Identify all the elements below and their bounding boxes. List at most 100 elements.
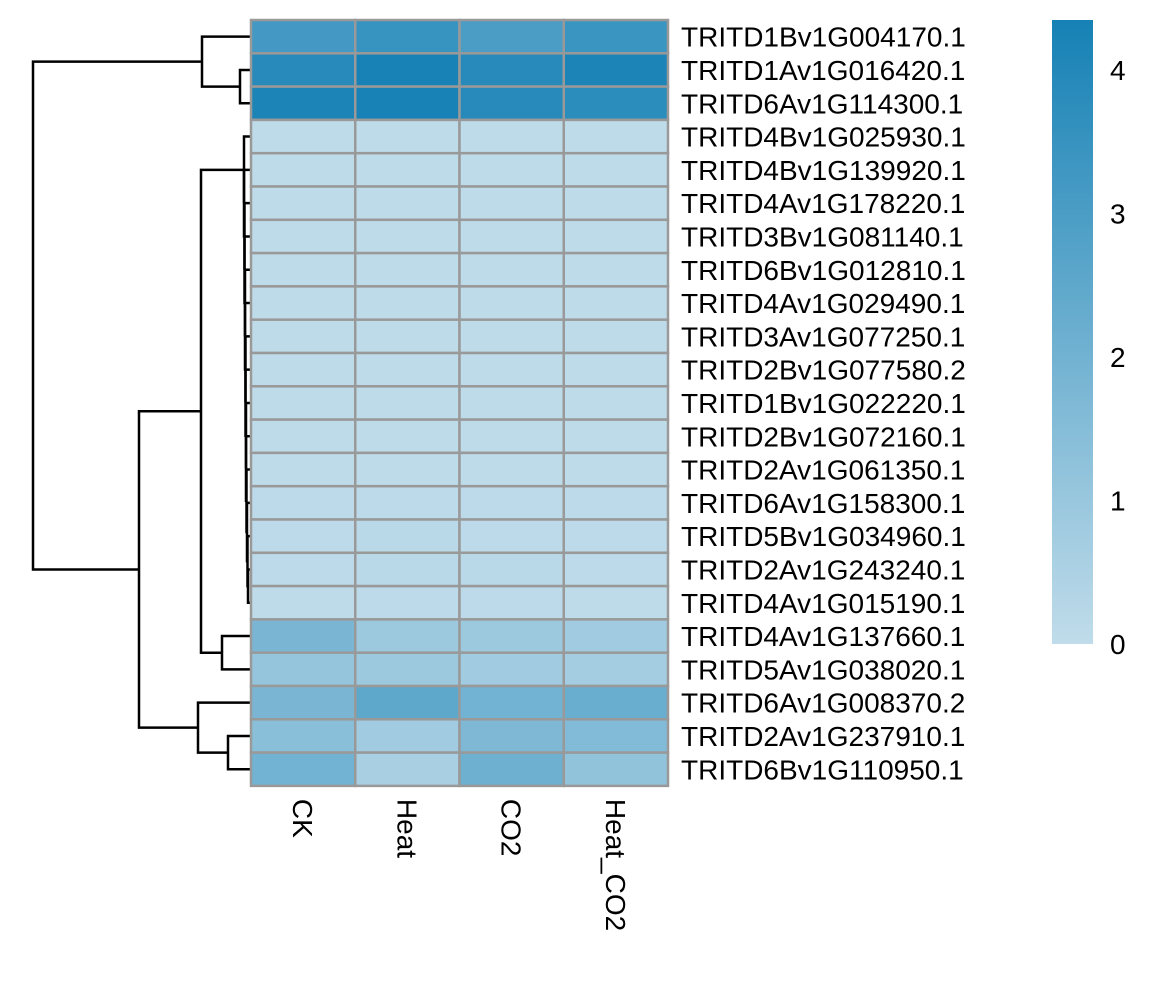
dendrogram-branch bbox=[242, 135, 250, 204]
row-label: TRITD4Av1G178220.1 bbox=[681, 188, 965, 219]
heatmap-cell bbox=[354, 718, 461, 754]
row-label: TRITD6Av1G114300.1 bbox=[681, 88, 963, 119]
row-labels: TRITD1Bv1G004170.1TRITD1Av1G016420.1TRIT… bbox=[681, 22, 966, 786]
dendrogram-branch bbox=[244, 368, 250, 437]
dendrogram-branch bbox=[196, 701, 250, 754]
row-label: TRITD4Av1G137660.1 bbox=[681, 621, 965, 652]
colorbar-gradient bbox=[1052, 20, 1093, 644]
heatmap-cells bbox=[249, 18, 670, 788]
heatmap-cell bbox=[562, 551, 670, 588]
dendrogram-branch bbox=[244, 435, 250, 503]
row-label: TRITD5Bv1G034960.1 bbox=[681, 521, 966, 552]
heatmap-cell bbox=[458, 318, 565, 355]
heatmap-cell bbox=[562, 751, 670, 788]
heatmap-cell bbox=[354, 751, 461, 788]
row-label: TRITD2Bv1G072160.1 bbox=[681, 421, 966, 452]
heatmap-cell bbox=[458, 751, 565, 788]
row-dendrogram bbox=[31, 35, 250, 771]
dendrogram-branch bbox=[31, 60, 202, 571]
heatmap-cell bbox=[354, 418, 461, 455]
heatmap-cell bbox=[458, 18, 565, 55]
heatmap-cell bbox=[458, 118, 565, 155]
heatmap-cell bbox=[249, 718, 357, 754]
heatmap-cell bbox=[562, 318, 670, 355]
heatmap-cell bbox=[562, 618, 670, 654]
heatmap-cell bbox=[249, 618, 357, 654]
heatmap-cell bbox=[562, 185, 670, 222]
row-label: TRITD1Bv1G004170.1 bbox=[681, 22, 966, 53]
heatmap-cell bbox=[562, 451, 670, 488]
dendrogram-branch bbox=[220, 634, 250, 671]
heatmap-cell bbox=[249, 651, 357, 688]
heatmap-cell bbox=[458, 718, 565, 754]
heatmap-cell bbox=[249, 551, 357, 588]
heatmap-cell bbox=[458, 618, 565, 654]
heatmap-cell bbox=[458, 285, 565, 321]
heatmap-cell bbox=[562, 351, 670, 388]
heatmap-cell bbox=[354, 351, 461, 388]
heatmap-cell bbox=[562, 251, 670, 288]
dendrogram-branch bbox=[199, 168, 244, 654]
row-label: TRITD3Av1G077250.1 bbox=[681, 321, 965, 352]
colorbar-tick-label: 1 bbox=[1110, 486, 1126, 517]
heatmap-cell bbox=[458, 584, 565, 621]
dendrogram-branch bbox=[226, 734, 250, 771]
colorbar-tick-label: 0 bbox=[1110, 629, 1126, 660]
dendrogram-branch bbox=[243, 301, 250, 371]
heatmap-cell bbox=[354, 551, 461, 588]
heatmap-cell bbox=[249, 584, 357, 621]
heatmap-cell bbox=[354, 484, 461, 521]
heatmap-cell bbox=[354, 218, 461, 255]
heatmap-cell bbox=[562, 118, 670, 155]
heatmap-cell bbox=[562, 218, 670, 255]
heatmap-cell bbox=[458, 85, 565, 122]
row-label: TRITD2Av1G061350.1 bbox=[681, 455, 965, 486]
heatmap-cell bbox=[249, 385, 357, 421]
heatmap-cell bbox=[249, 118, 357, 155]
heatmap-cell bbox=[354, 318, 461, 355]
heatmap-cell bbox=[562, 651, 670, 688]
heatmap-cell bbox=[562, 484, 670, 521]
heatmap-cell bbox=[249, 251, 357, 288]
row-label: TRITD4Av1G029490.1 bbox=[681, 288, 965, 319]
colorbar: 0 1 2 3 4 bbox=[1052, 20, 1126, 660]
row-label: TRITD6Av1G008370.2 bbox=[681, 688, 965, 719]
dendrogram-branch bbox=[137, 410, 201, 729]
heatmap-cell bbox=[458, 52, 565, 88]
heatmap-cell bbox=[249, 751, 357, 788]
heatmap-cell bbox=[562, 518, 670, 555]
heatmap-cell bbox=[249, 185, 357, 222]
heatmap-cell bbox=[458, 351, 565, 388]
heatmap-cell bbox=[354, 451, 461, 488]
heatmap-cell bbox=[458, 218, 565, 255]
column-label: Heat_CO2 bbox=[600, 799, 631, 931]
row-label: TRITD3Bv1G081140.1 bbox=[681, 221, 964, 252]
heatmap-cell bbox=[354, 18, 461, 55]
column-labels: CK Heat CO2 Heat_CO2 bbox=[287, 799, 631, 931]
heatmap-cell bbox=[249, 85, 357, 122]
heatmap-cell bbox=[249, 218, 357, 255]
heatmap-cell bbox=[354, 584, 461, 621]
heatmap-cell bbox=[458, 385, 565, 421]
heatmap-cell bbox=[562, 285, 670, 321]
heatmap-cell bbox=[354, 118, 461, 155]
heatmap-cell bbox=[458, 518, 565, 555]
colorbar-tick-label: 4 bbox=[1110, 55, 1126, 86]
heatmap-cell bbox=[562, 718, 670, 754]
heatmap-cell bbox=[354, 151, 461, 188]
row-label: TRITD4Bv1G025930.1 bbox=[681, 122, 966, 153]
heatmap-cell bbox=[249, 52, 357, 88]
heatmap-cell bbox=[354, 518, 461, 555]
row-label: TRITD2Av1G243240.1 bbox=[681, 554, 965, 585]
column-label: CO2 bbox=[496, 799, 527, 857]
heatmap-cell bbox=[458, 418, 565, 455]
row-label: TRITD4Bv1G139920.1 bbox=[681, 155, 966, 186]
heatmap-cell bbox=[562, 52, 670, 88]
row-label: TRITD6Bv1G012810.1 bbox=[681, 255, 966, 286]
heatmap-cell bbox=[458, 451, 565, 488]
dendrogram-branch bbox=[238, 68, 250, 105]
heatmap-cell bbox=[249, 684, 357, 721]
heatmap-cell bbox=[249, 151, 357, 188]
row-label: TRITD6Av1G158300.1 bbox=[681, 488, 965, 519]
